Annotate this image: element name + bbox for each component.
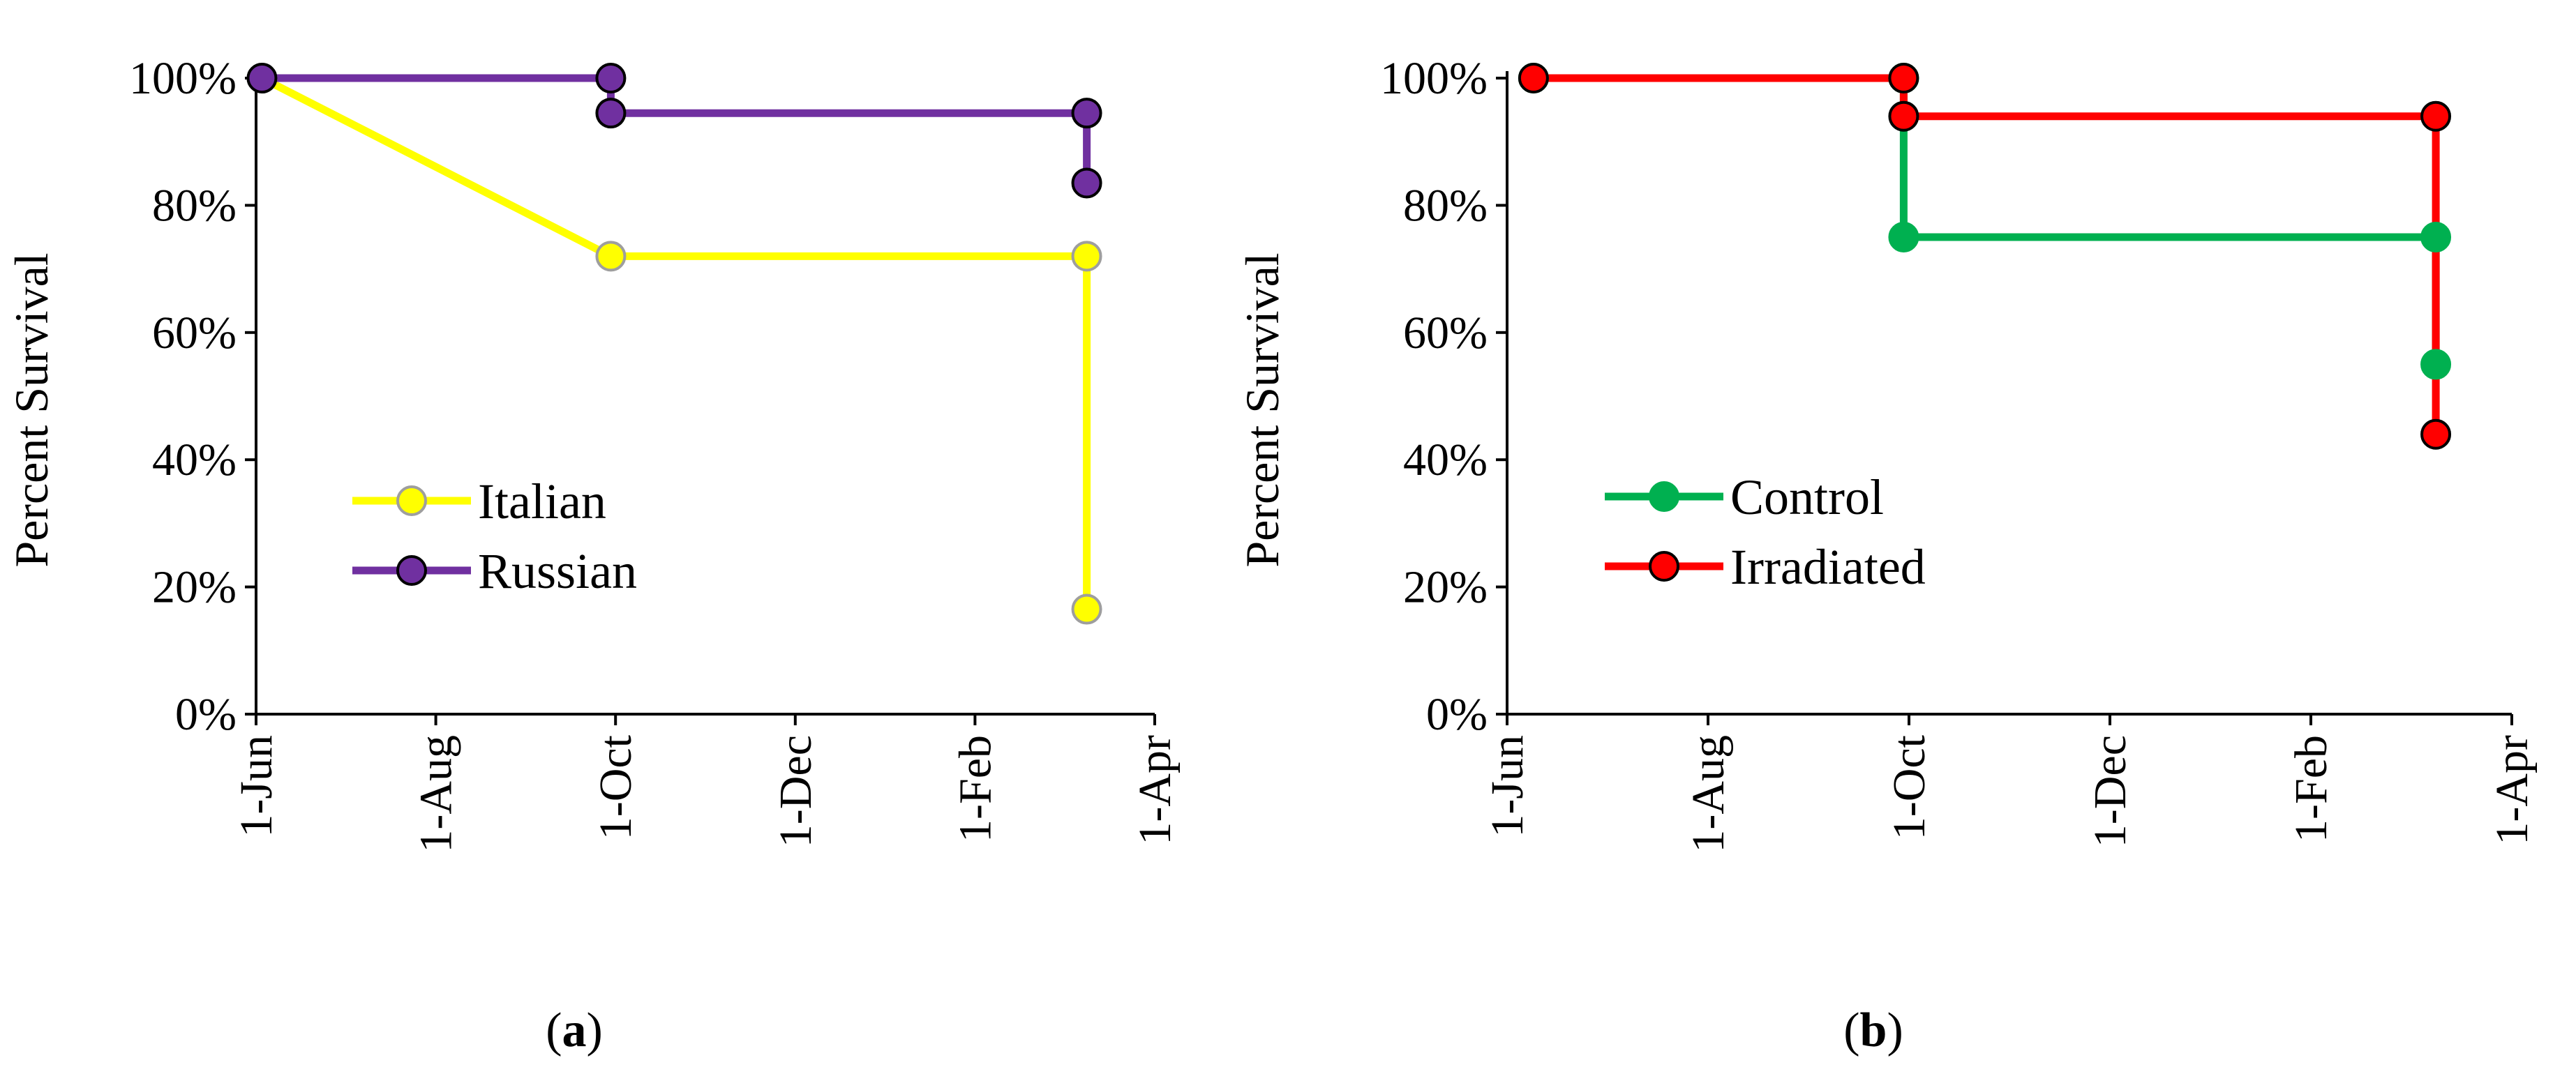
y-tick-label: 80%	[1403, 180, 1488, 231]
data-point-russian	[1071, 167, 1102, 199]
panel-a: 0% 20% 40% 60% 80% 100% 1-Jun 1-Aug 1-Oct 1-Dec 1-…	[5, 53, 1181, 1057]
legend-swatch-marker	[396, 555, 427, 586]
series-line-irradiated	[1533, 74, 2440, 434]
y-axis-label: Percent Survival	[1236, 252, 1289, 567]
y-tick-label: 100%	[1380, 53, 1488, 104]
data-point-italian	[595, 241, 627, 272]
panel-label: (a)	[546, 1004, 603, 1057]
series-line-italian	[260, 75, 1091, 610]
x-tick-label: 1-Jun	[1482, 735, 1533, 838]
data-point-irradiated	[2420, 100, 2452, 132]
y-tick-label: 100%	[129, 53, 237, 104]
x-tick-label: 1-Oct	[590, 735, 641, 840]
data-point-russian	[595, 98, 627, 129]
data-point-control	[1888, 222, 1919, 252]
x-tick-label: 1-Apr	[2487, 735, 2538, 845]
x-tick-label: 1-Aug	[1683, 735, 1734, 853]
axes-frame	[255, 71, 1155, 716]
x-tick-label: 1-Jun	[231, 735, 282, 838]
x-tick-label: 1-Dec	[2085, 735, 2136, 847]
data-point-control	[2420, 349, 2452, 380]
legend-swatch-marker	[1649, 481, 1679, 512]
x-tick-label: 1-Oct	[1884, 735, 1935, 840]
y-tick-label: 0%	[175, 689, 237, 740]
y-tick-label: 20%	[152, 562, 237, 613]
y-tick-label: 60%	[1403, 308, 1488, 358]
legend-swatch-marker	[1649, 551, 1679, 582]
data-point-control	[2420, 222, 2452, 252]
data-point-italian	[1071, 593, 1102, 625]
legend-swatch-marker	[396, 485, 427, 516]
y-tick-label: 20%	[1403, 562, 1488, 613]
panel-b: 0% 20% 40% 60% 80% 100% 1-Jun 1-Aug 1-Oct 1-Dec 1-…	[1236, 53, 2538, 1057]
legend-label-control: Control	[1730, 469, 1884, 525]
x-tick-label: 1-Feb	[950, 735, 1001, 842]
axes-frame	[1506, 71, 2512, 716]
x-tick-label: 1-Apr	[1130, 735, 1181, 845]
series-line-control	[1533, 74, 2440, 365]
y-tick-label: 60%	[152, 308, 237, 358]
data-point-irradiated	[1888, 100, 1919, 132]
data-point-italian	[1071, 241, 1102, 272]
data-point-irradiated	[1518, 63, 1549, 93]
legend-label-italian: Italian	[478, 474, 606, 529]
x-tick-label: 1-Aug	[411, 735, 462, 853]
y-tick-label: 40%	[1403, 434, 1488, 485]
data-point-russian	[595, 63, 627, 93]
data-point-russian	[1071, 98, 1102, 129]
data-point-irradiated	[1888, 63, 1919, 93]
series-line-russian	[262, 74, 1091, 183]
data-point-irradiated	[2420, 418, 2452, 450]
x-tick-label: 1-Dec	[770, 735, 821, 847]
legend-label-russian: Russian	[478, 543, 637, 599]
y-tick-label: 0%	[1426, 689, 1488, 740]
y-axis-label: Percent Survival	[5, 252, 58, 567]
y-tick-label: 40%	[152, 434, 237, 485]
panel-label: (b)	[1843, 1004, 1903, 1057]
x-tick-label: 1-Feb	[2286, 735, 2337, 842]
y-tick-label: 80%	[152, 180, 237, 231]
legend-label-irradiated: Irradiated	[1730, 539, 1926, 595]
data-point-russian	[246, 63, 278, 93]
